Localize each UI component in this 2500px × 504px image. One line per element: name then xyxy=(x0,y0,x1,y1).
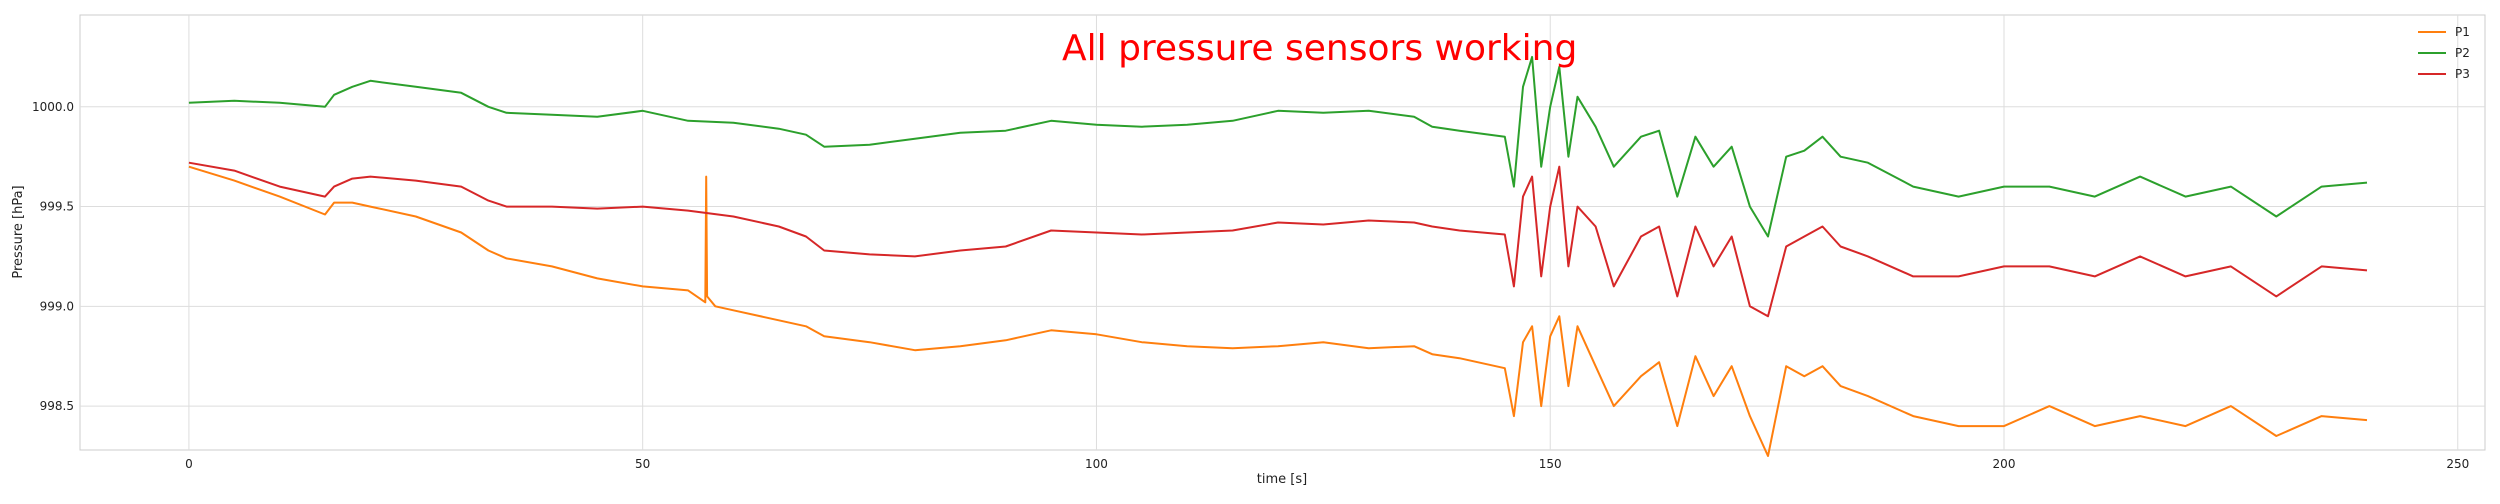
x-tick-label: 200 xyxy=(1993,457,2016,471)
series-group xyxy=(188,55,2368,457)
x-axis-label: time [s] xyxy=(1257,472,1307,487)
series-line-p3 xyxy=(188,161,2368,318)
y-axis-label: Pressure [hPa] xyxy=(11,185,26,278)
x-tick-label: 50 xyxy=(635,457,650,471)
legend: P1 P2 P3 xyxy=(2418,25,2470,81)
legend-label-p2: P2 xyxy=(2455,46,2470,60)
y-tick-label: 1000.0 xyxy=(32,100,74,114)
grid xyxy=(80,15,2485,450)
series-line-p1 xyxy=(188,165,2368,457)
x-tick-label: 100 xyxy=(1085,457,1108,471)
series-line-p2 xyxy=(188,55,2368,238)
y-tick-label: 998.5 xyxy=(40,399,74,413)
legend-label-p1: P1 xyxy=(2455,25,2470,39)
x-tick-label: 250 xyxy=(2446,457,2469,471)
x-tick-label: 150 xyxy=(1539,457,1562,471)
plot-area xyxy=(79,14,2486,451)
y-tick-label: 999.5 xyxy=(40,200,74,214)
annotation-text: All pressure sensors working xyxy=(1062,28,1577,69)
y-tick-label: 999.0 xyxy=(40,299,74,313)
legend-label-p3: P3 xyxy=(2455,67,2470,81)
axes: 0 50 100 150 200 250 998.5 999.0 999.5 1000.0 xyxy=(32,100,2469,471)
x-tick-label: 0 xyxy=(185,457,193,471)
